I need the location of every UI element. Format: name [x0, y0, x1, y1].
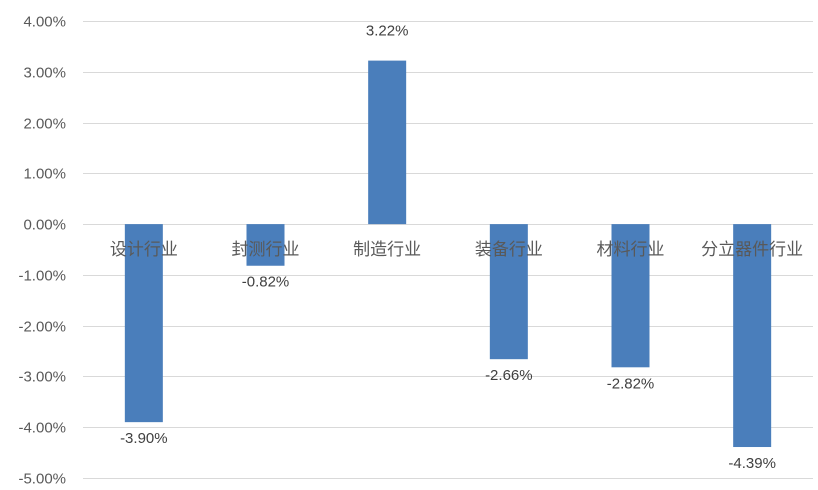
y-tick-label: -1.00% [18, 268, 66, 285]
y-tick-label: -3.00% [18, 369, 66, 386]
category-label: 封测行业 [232, 240, 300, 260]
y-tick-label: -4.00% [18, 420, 66, 437]
data-label: -2.82% [607, 375, 655, 392]
bar [489, 224, 528, 360]
data-label: -4.39% [728, 455, 776, 472]
gridlines [83, 21, 813, 479]
y-tick-label: -5.00% [18, 471, 66, 488]
y-tick-label: 4.00% [23, 14, 66, 31]
category-label: 装备行业 [475, 240, 543, 260]
data-labels: -3.90% -0.82% 3.22% -2.66% -2.82% -4.39% [120, 23, 776, 472]
y-tick-label: 2.00% [23, 116, 66, 133]
bar [611, 224, 650, 368]
bars [124, 60, 772, 448]
bar [124, 224, 163, 423]
y-tick-label: -2.00% [18, 319, 66, 336]
bar [246, 224, 285, 266]
bar [368, 60, 407, 225]
data-label: -2.66% [485, 367, 533, 384]
y-axis-ticks: 4.00% 3.00% 2.00% 1.00% 0.00% -1.00% -2.00% -3.… [18, 14, 66, 488]
data-label: -0.82% [242, 274, 290, 291]
data-label: -3.90% [120, 430, 168, 447]
y-tick-label: 1.00% [23, 166, 66, 183]
y-tick-label: 3.00% [23, 65, 66, 82]
category-labels: 设计行业 封测行业 制造行业 装备行业 材料行业 分立器件行业 [110, 240, 803, 260]
category-label: 分立器件行业 [701, 240, 803, 260]
category-label: 材料行业 [597, 240, 665, 260]
y-tick-label: 0.00% [23, 217, 66, 234]
category-label: 制造行业 [353, 240, 421, 260]
bar [733, 224, 772, 448]
data-label: 3.22% [366, 23, 409, 40]
category-label: 设计行业 [110, 240, 178, 260]
